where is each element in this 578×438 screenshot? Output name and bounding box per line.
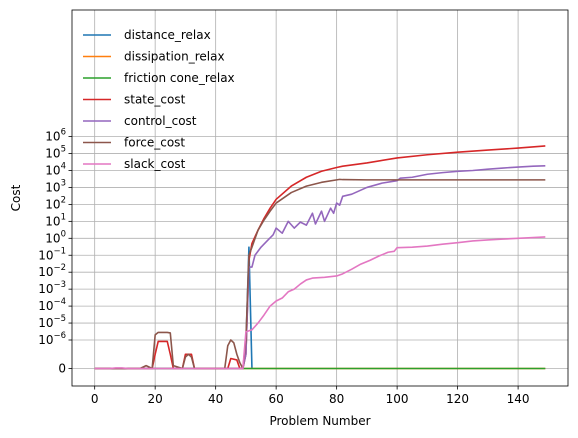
y-tick-label: 103 [45, 178, 66, 194]
legend: distance_relax dissipation_relax friction … [83, 28, 235, 171]
x-axis-ticks: 0 20 40 60 80 100 120 140 [91, 386, 530, 406]
legend-entry-label: control_cost [124, 114, 197, 128]
series-line-control-cost [94, 164, 546, 370]
x-tick-label: 80 [329, 392, 344, 406]
legend-entry-label: friction cone_relax [124, 71, 235, 85]
x-axis-label: Problem Number [269, 414, 370, 428]
legend-entry-label: slack_cost [124, 157, 186, 171]
x-tick-label: 140 [507, 392, 530, 406]
y-tick-label: 10−4 [38, 297, 66, 313]
y-tick-label: 10−3 [38, 280, 66, 296]
y-tick-label: 101 [45, 212, 66, 228]
x-tick-label: 40 [208, 392, 223, 406]
y-axis-ticks: 0 10−610−510−410−310−210−1100101102103104… [38, 128, 72, 376]
legend-entry-label: force_cost [124, 136, 185, 150]
y-tick-label: 104 [45, 162, 66, 178]
legend-entry-label: dissipation_relax [124, 50, 225, 64]
x-tick-label: 20 [148, 392, 163, 406]
x-tick-label: 100 [386, 392, 409, 406]
grid-lines [72, 10, 568, 386]
series-line-force-cost [94, 178, 546, 370]
plot-frame [71, 9, 569, 387]
y-tick-label: 10−6 [38, 331, 66, 347]
x-tick-label: 120 [446, 392, 469, 406]
y-tick-label: 100 [45, 229, 66, 245]
y-tick-label: 0 [58, 362, 66, 376]
series-line-slack-cost [94, 236, 546, 370]
y-tick-label: 10−1 [38, 246, 66, 262]
legend-entry-label: distance_relax [124, 28, 211, 42]
x-tick-label: 60 [269, 392, 284, 406]
y-tick-label: 105 [45, 145, 66, 161]
y-axis-label: Cost [9, 184, 23, 211]
y-tick-label: 106 [45, 128, 66, 144]
series-lines [94, 145, 546, 370]
x-tick-label: 0 [91, 392, 99, 406]
legend-entry-label: state_cost [124, 93, 186, 107]
y-tick-label: 102 [45, 195, 66, 211]
y-tick-label: 10−5 [38, 314, 66, 330]
y-tick-label: 10−2 [38, 263, 66, 279]
